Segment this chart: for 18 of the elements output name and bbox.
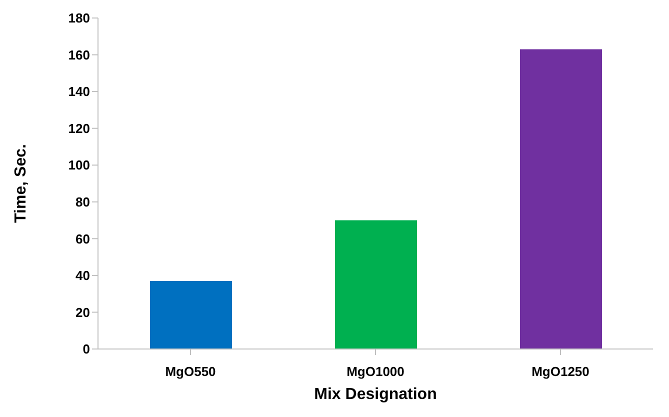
bar [520,49,602,349]
y-tick-label: 40 [76,268,90,284]
y-tick-label: 160 [68,47,90,62]
y-tick-label: 80 [76,194,90,210]
x-tick-label: MgO1000 [346,364,404,380]
x-tick-label: MgO1250 [532,364,590,380]
y-axis-title: Time, Sec. [12,144,30,223]
y-tick-label: 100 [68,158,90,173]
y-tick-label: 60 [76,231,90,246]
y-tick-label: 0 [82,342,90,357]
y-tick-label: 180 [68,10,90,26]
bar [150,280,232,349]
x-tick-label: MgO550 [165,364,216,380]
x-axis-title: Mix Designation [314,386,437,403]
y-tick-label: 120 [68,120,90,136]
bar [335,220,417,349]
y-tick-label: 20 [76,304,90,320]
y-tick-label: 140 [68,84,90,100]
